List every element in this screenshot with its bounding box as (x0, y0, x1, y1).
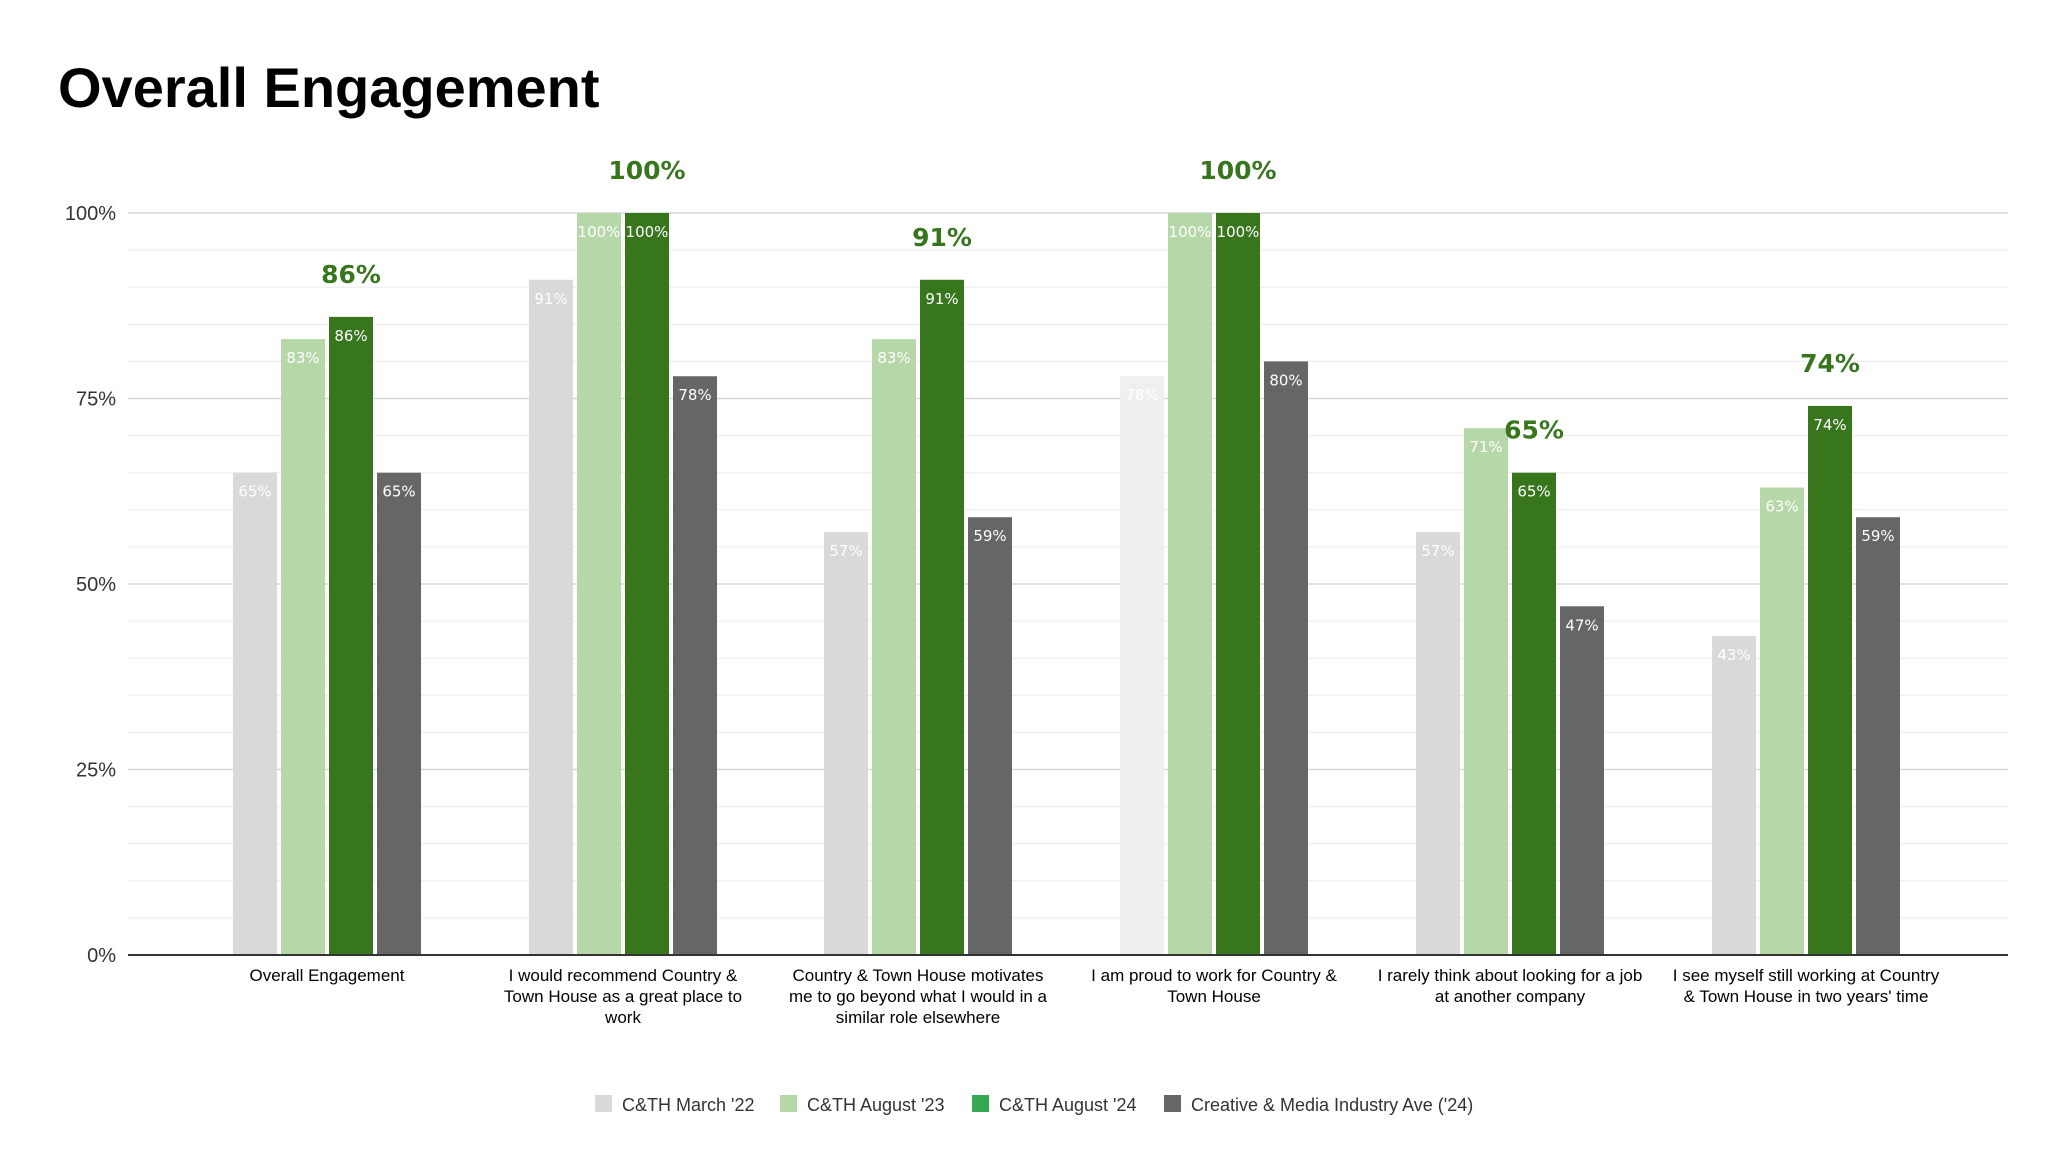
bar-value-label: 83% (286, 349, 319, 367)
bar (233, 472, 277, 955)
bar (673, 376, 717, 955)
bar-value-label: 78% (1125, 386, 1158, 404)
legend-label: C&TH March '22 (622, 1095, 754, 1115)
bar-value-label: 100% (578, 223, 621, 241)
y-tick-label: 0% (87, 945, 116, 967)
category-label: Town House as a great place to (504, 987, 742, 1006)
bar-value-label: 57% (1421, 542, 1454, 560)
bar (625, 213, 669, 955)
bar (1416, 532, 1460, 955)
y-tick-label: 25% (76, 760, 116, 782)
bar-value-label: 100% (626, 223, 669, 241)
legend-label: C&TH August '23 (807, 1095, 945, 1115)
category-label: Overall Engagement (250, 966, 405, 985)
bar-value-label: 59% (1861, 527, 1894, 545)
bar (1464, 428, 1508, 955)
bar (1760, 487, 1804, 955)
bars (233, 213, 1900, 955)
bar-value-label: 65% (1517, 483, 1550, 501)
y-axis-ticks: 0% 25% 50% 75% 100% (65, 203, 116, 967)
bar-value-label: 63% (1765, 498, 1798, 516)
category-label: at another company (1435, 987, 1586, 1006)
highlight-value-label: 91% (912, 223, 972, 252)
category-label: work (604, 1008, 641, 1027)
bar (1216, 213, 1260, 955)
bar (281, 339, 325, 955)
bar-value-label: 71% (1469, 438, 1502, 456)
highlight-value-label: 65% (1504, 416, 1564, 445)
bar (872, 339, 916, 955)
category-label: Country & Town House motivates (792, 966, 1043, 985)
bar-value-label: 91% (534, 290, 567, 308)
y-tick-label: 100% (65, 203, 116, 225)
category-label: I am proud to work for Country & (1091, 966, 1337, 985)
legend-swatch (972, 1095, 989, 1112)
bar-value-label: 100% (1217, 223, 1260, 241)
highlight-value-label: 74% (1800, 349, 1860, 378)
category-label: similar role elsewhere (836, 1008, 1000, 1027)
bar (1808, 405, 1852, 955)
category-label: I would recommend Country & (509, 966, 738, 985)
category-label: me to go beyond what I would in a (789, 987, 1048, 1006)
bar (968, 517, 1012, 955)
bar-value-label: 43% (1717, 646, 1750, 664)
legend-label: C&TH August '24 (999, 1095, 1137, 1115)
category-label: I see myself still working at Country (1673, 966, 1940, 985)
highlight-value-label: 100% (1199, 156, 1276, 185)
highlight-value-label: 100% (608, 156, 685, 185)
y-tick-label: 75% (76, 389, 116, 411)
bar-value-label: 74% (1813, 416, 1846, 434)
y-tick-label: 50% (76, 574, 116, 596)
highlight-value-label: 86% (321, 260, 381, 289)
bar-value-label: 65% (238, 483, 271, 501)
bar-value-label: 65% (382, 483, 415, 501)
bar (1168, 213, 1212, 955)
legend: C&TH March '22 C&TH August '23 C&TH August… (595, 1095, 1473, 1115)
bar-value-label: 47% (1565, 616, 1598, 634)
bar-value-label: 78% (678, 386, 711, 404)
bar (1712, 635, 1756, 955)
bar-value-label: 80% (1269, 371, 1302, 389)
bar (329, 316, 373, 955)
bar-value-labels: 65% 91% 57% 78% 57% 43% 83% 100% 83% 100% 71% 63% 86… (238, 223, 1894, 664)
category-label: & Town House in two years' time (1684, 987, 1929, 1006)
bar (1560, 606, 1604, 955)
legend-swatch (1164, 1095, 1181, 1112)
bar (1120, 376, 1164, 955)
legend-label: Creative & Media Industry Ave ('24) (1191, 1095, 1473, 1115)
bar-value-label: 59% (973, 527, 1006, 545)
category-label: Town House (1167, 987, 1261, 1006)
category-label: I rarely think about looking for a job (1378, 966, 1643, 985)
bar (1856, 517, 1900, 955)
bar-value-label: 91% (925, 290, 958, 308)
bar (1512, 472, 1556, 955)
bar (824, 532, 868, 955)
bar (920, 279, 964, 955)
bar-value-label: 57% (829, 542, 862, 560)
bar (1264, 361, 1308, 955)
page-title: Overall Engagement (58, 56, 600, 119)
category-labels: Overall Engagement I would recommend Coun… (250, 966, 1940, 1027)
bar-value-label: 86% (334, 327, 367, 345)
bar-value-label: 83% (877, 349, 910, 367)
gridlines (128, 212, 2008, 919)
legend-swatch (780, 1095, 797, 1112)
bar (529, 279, 573, 955)
bar (377, 472, 421, 955)
bar (577, 213, 621, 955)
legend-swatch (595, 1095, 612, 1112)
bar-value-label: 100% (1169, 223, 1212, 241)
highlight-value-labels: 86% 100% 91% 100% 65% 74% (321, 156, 1860, 445)
